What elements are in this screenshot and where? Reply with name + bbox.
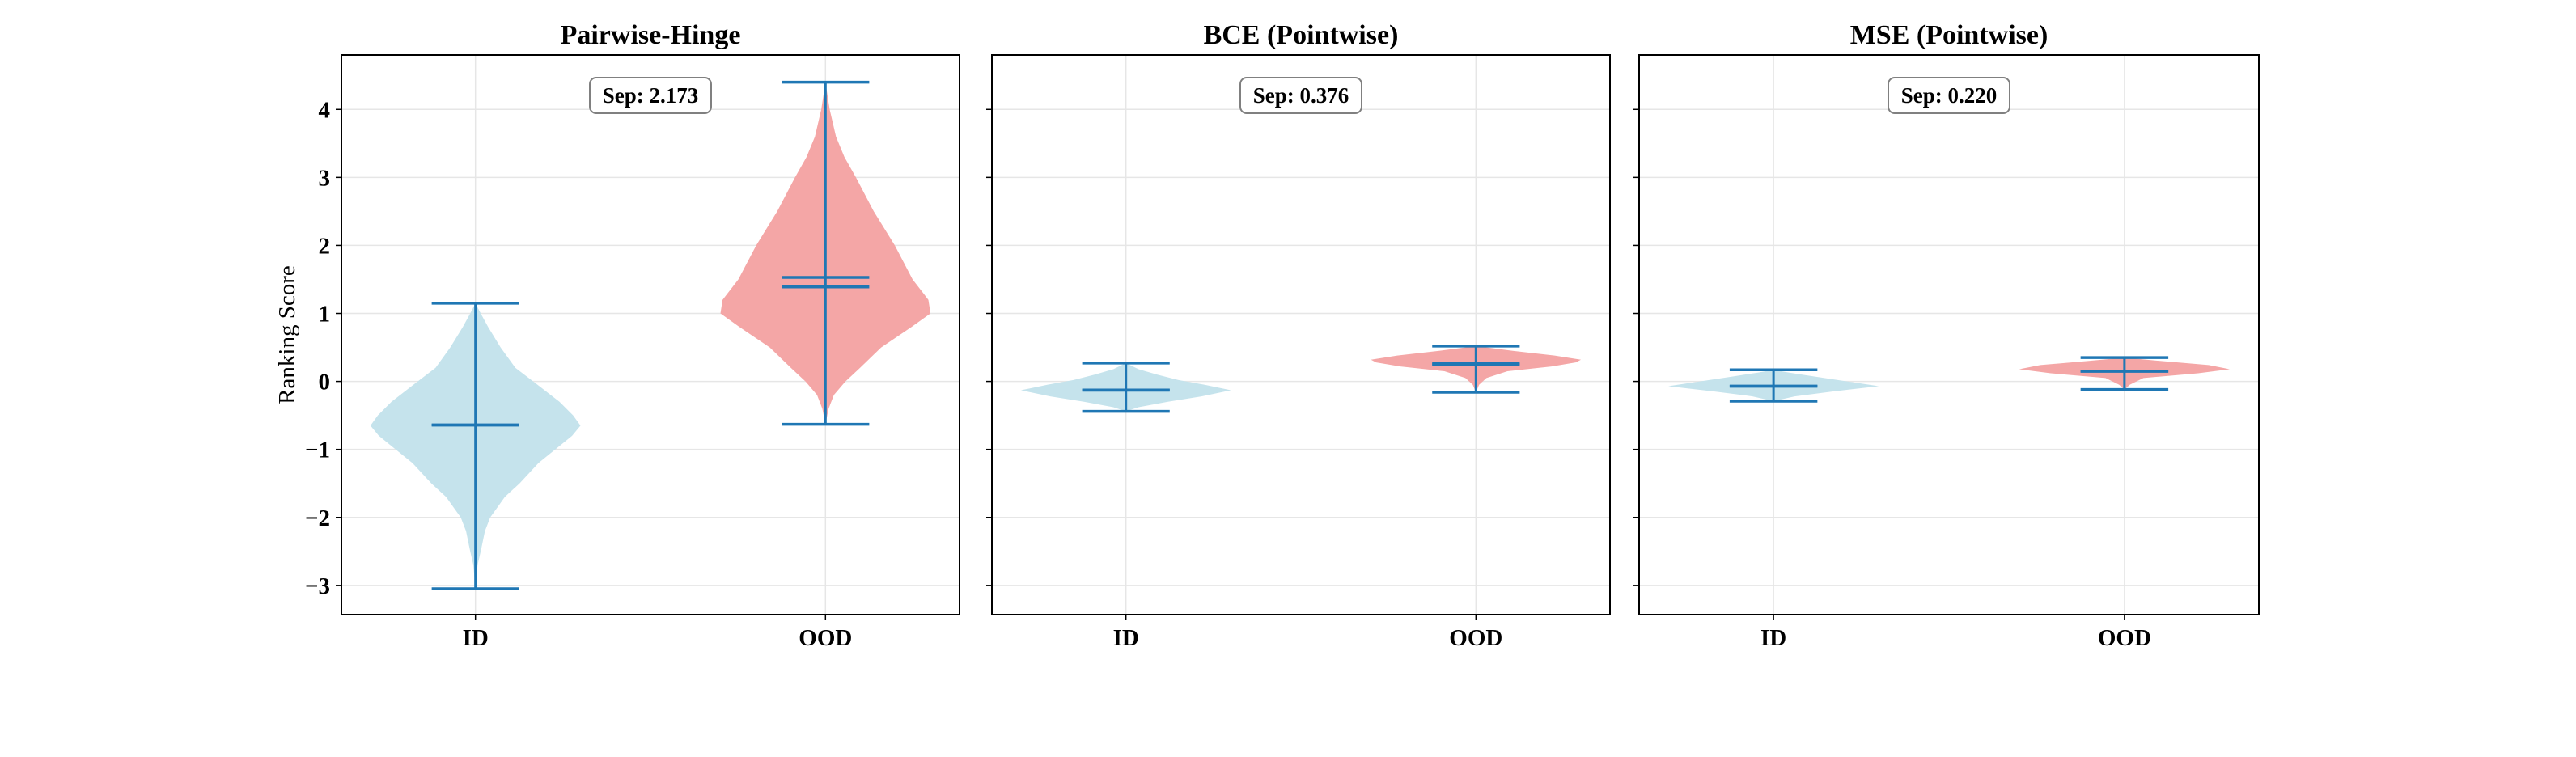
subplot-title: Pairwise-Hinge [561, 20, 741, 50]
y-tick-label: 4 [319, 97, 331, 123]
y-tick-label: 2 [319, 233, 331, 259]
separation-annotation-box [1888, 77, 2010, 114]
subplot-title: MSE (Pointwise) [1850, 20, 2049, 50]
y-tick-label: −1 [305, 438, 330, 463]
y-tick-label: −2 [305, 505, 330, 531]
subplot-2: ID OOD BCE (Pointwise) Sep: 0.376 [986, 20, 1611, 651]
y-axis-label: Ranking Score [274, 265, 300, 404]
separation-annotation: Sep: 2.173 [603, 83, 699, 108]
x-tick-label: OOD [1449, 625, 1502, 651]
x-tick-label: OOD [2098, 625, 2151, 651]
x-tick-label: ID [1760, 625, 1786, 651]
subplot-3: ID OOD MSE (Pointwise) Sep: 0.220 [1633, 20, 2260, 651]
y-tick-label: 3 [319, 165, 331, 191]
x-tick-label: OOD [799, 625, 852, 651]
separation-annotation-box [589, 77, 712, 114]
x-tick-label: ID [463, 625, 489, 651]
axes-frame [991, 54, 1611, 615]
subplot-1: −3 −2 −1 0 1 2 3 4 ID OOD Pairwise-Hinge Sep: 2.173… [274, 20, 960, 651]
y-tick-label: −3 [305, 573, 330, 599]
y-tick-label: 1 [319, 302, 331, 328]
axes-frame [1638, 54, 2260, 615]
subplot-title: BCE (Pointwise) [1204, 20, 1399, 50]
x-tick-label: ID [1113, 625, 1139, 651]
separation-annotation: Sep: 0.220 [1901, 83, 1998, 108]
separation-annotation: Sep: 0.376 [1253, 83, 1349, 108]
separation-annotation-box [1239, 77, 1362, 114]
y-tick-label: 0 [319, 370, 331, 395]
axes-frame [341, 54, 960, 615]
